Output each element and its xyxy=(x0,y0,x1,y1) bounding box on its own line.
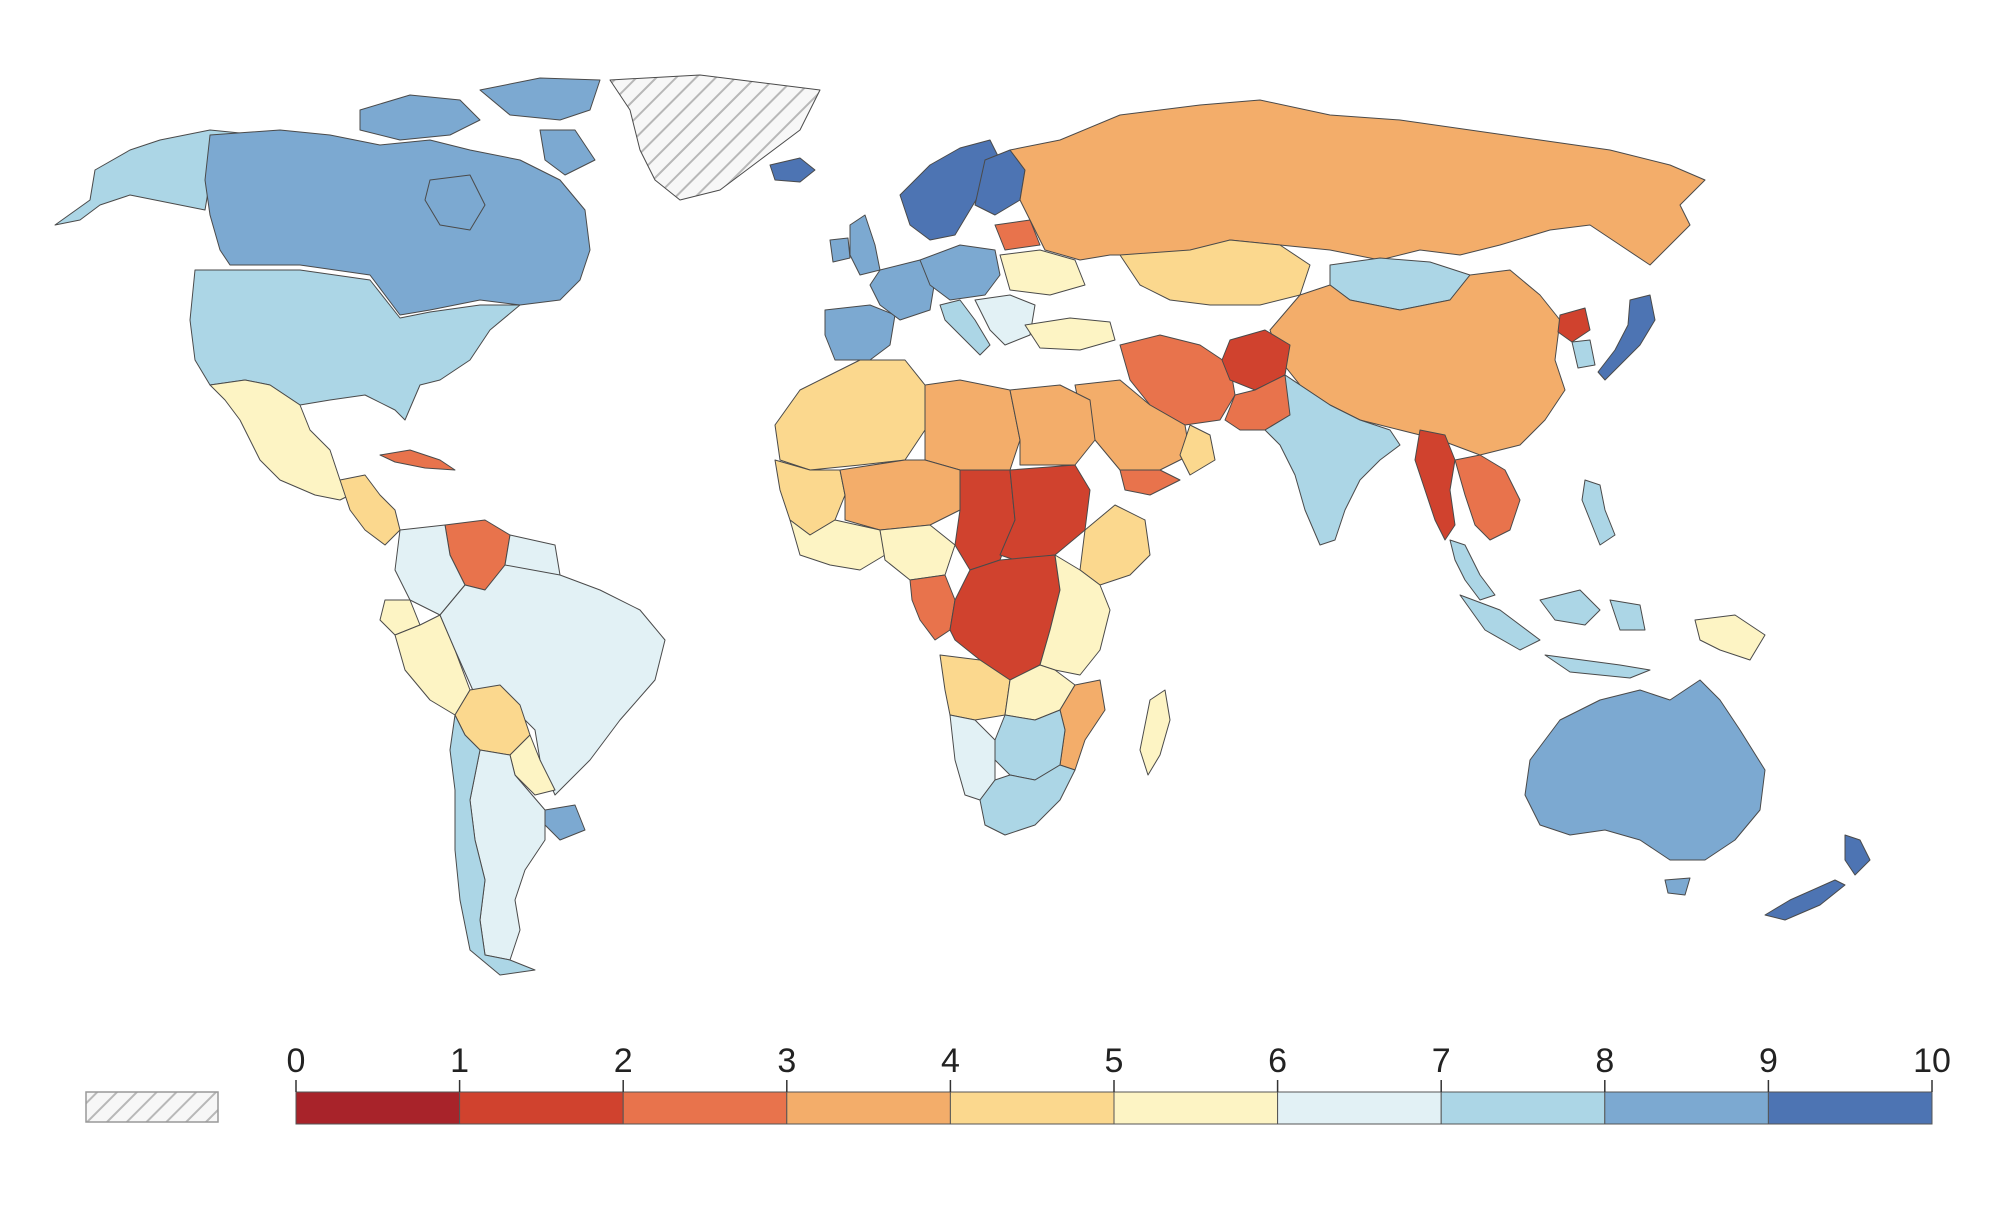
legend: 0 1 2 3 4 5 6 7 8 9 10 xyxy=(85,1042,1951,1125)
region-central-europe xyxy=(919,244,1001,301)
legend-tick-label: 7 xyxy=(1432,1042,1451,1080)
legend-tick-label: 3 xyxy=(777,1042,796,1080)
legend-bin-1 xyxy=(459,1091,624,1125)
region-namibia xyxy=(949,714,996,801)
region-nigeria xyxy=(879,524,956,581)
legend-tick-label: 5 xyxy=(1105,1042,1124,1080)
region-japan xyxy=(1597,294,1656,381)
region-india xyxy=(1264,374,1401,546)
legend-bin-9 xyxy=(1767,1091,1933,1125)
region-iran xyxy=(1119,334,1236,426)
region-papua-new-guinea xyxy=(1694,614,1766,661)
region-maghreb xyxy=(774,359,926,471)
region-malay-peninsula xyxy=(1449,539,1496,601)
region-north-korea xyxy=(1557,307,1591,343)
region-great-britain xyxy=(849,214,881,276)
legend-tick-label: 4 xyxy=(941,1042,960,1080)
legend-tick-label: 8 xyxy=(1595,1042,1614,1080)
region-canada xyxy=(204,129,591,316)
legend-bin-6 xyxy=(1277,1091,1442,1125)
region-italy xyxy=(939,299,991,356)
legend-bin-3 xyxy=(786,1091,951,1125)
map-regions xyxy=(54,74,1871,976)
region-iceland xyxy=(769,157,816,183)
region-chile xyxy=(449,714,536,976)
region-new-zealand xyxy=(1764,834,1871,921)
region-ukraine xyxy=(999,249,1086,296)
region-indonesia xyxy=(1459,589,1651,679)
region-south-korea xyxy=(1571,339,1596,369)
legend-color-bar xyxy=(295,1091,1933,1125)
region-libya xyxy=(924,379,1021,471)
region-indochina xyxy=(1454,454,1521,541)
legend-bin-8 xyxy=(1604,1091,1769,1125)
legend-bin-7 xyxy=(1440,1091,1606,1125)
region-cameroon-gabon xyxy=(909,574,956,641)
legend-tick-label: 0 xyxy=(287,1042,306,1080)
region-australia xyxy=(1524,679,1766,896)
legend-tick-label: 9 xyxy=(1759,1042,1778,1080)
region-cuba xyxy=(379,449,456,471)
region-ireland xyxy=(829,237,851,263)
region-east-africa xyxy=(1039,554,1111,676)
region-canadian-arctic-islands xyxy=(359,77,601,176)
legend-tick-label: 6 xyxy=(1268,1042,1287,1080)
region-oman xyxy=(1179,424,1216,476)
no-data-swatch xyxy=(85,1091,219,1123)
region-egypt xyxy=(1009,384,1096,466)
region-ethiopia xyxy=(1079,504,1151,586)
region-iberia xyxy=(824,304,896,361)
region-turkey xyxy=(1024,317,1116,351)
region-uruguay xyxy=(544,804,586,841)
legend-bin-4 xyxy=(949,1091,1115,1125)
region-balkans xyxy=(974,294,1036,346)
region-belarus xyxy=(994,219,1041,251)
region-myanmar xyxy=(1414,429,1456,541)
region-central-america xyxy=(339,474,401,546)
legend-tick-label: 2 xyxy=(614,1042,633,1080)
legend-bin-5 xyxy=(1113,1091,1279,1125)
region-botswana-zimbabwe xyxy=(994,709,1066,781)
region-madagascar xyxy=(1139,689,1171,776)
legend-tick-label: 1 xyxy=(450,1042,469,1080)
region-yemen xyxy=(1119,469,1181,496)
legend-bin-0 xyxy=(295,1091,461,1125)
legend-ticks: 0 1 2 3 4 5 6 7 8 9 10 xyxy=(287,1042,1951,1092)
legend-tick-label: 10 xyxy=(1913,1042,1951,1080)
region-south-africa xyxy=(979,764,1076,836)
legend-bin-2 xyxy=(622,1091,788,1125)
region-philippines xyxy=(1581,479,1616,546)
region-angola xyxy=(939,654,1011,721)
region-greenland xyxy=(609,74,821,201)
region-russia xyxy=(1009,99,1706,266)
region-mali-niger xyxy=(839,459,961,531)
